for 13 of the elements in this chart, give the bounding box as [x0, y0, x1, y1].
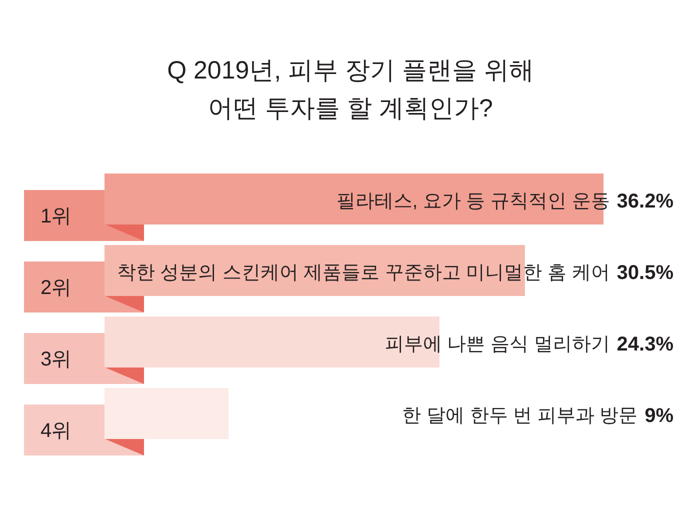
annotation: 한 달에 한두 번 피부과 방문	[402, 406, 638, 426]
data-label: 30.5%	[616, 262, 674, 284]
data-label: 24.3%	[616, 334, 674, 356]
y-tick-label: 2위	[40, 277, 72, 299]
annotation: 필라테스, 요가 등 규칙적인 운동	[336, 191, 610, 212]
y-tick-label: 3위	[40, 348, 72, 370]
chart-title: Q 2019년, 피부 장기 플랜을 위해 어떤 투자를 할 계획인가?	[167, 56, 534, 122]
annotation: 피부에 나쁜 음식 멀리하기	[384, 334, 610, 355]
y-tick-label: 1위	[40, 206, 72, 228]
y-tick-label: 4위	[40, 420, 72, 442]
annotation: 착한 성분의 스킨케어 제품들로 꾸준하고 미니멀한 홈 케어	[116, 262, 610, 284]
data-label: 36.2%	[616, 190, 674, 212]
data-label: 9%	[644, 405, 674, 427]
